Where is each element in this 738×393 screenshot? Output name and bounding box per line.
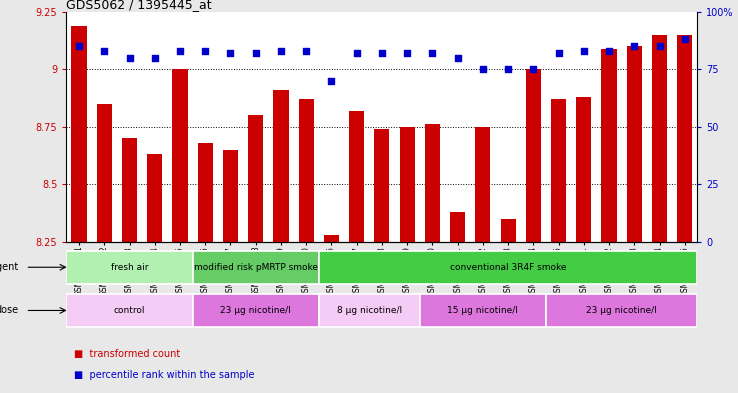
- Point: [275, 48, 287, 54]
- Bar: [223, 150, 238, 242]
- Bar: [324, 235, 339, 242]
- Bar: [425, 125, 440, 242]
- Text: control: control: [114, 306, 145, 315]
- Text: fresh air: fresh air: [111, 263, 148, 272]
- Point: [477, 66, 489, 72]
- Bar: [399, 127, 415, 242]
- Text: 8 μg nicotine/l: 8 μg nicotine/l: [337, 306, 402, 315]
- FancyBboxPatch shape: [193, 251, 319, 283]
- Bar: [450, 212, 465, 242]
- Text: ■  percentile rank within the sample: ■ percentile rank within the sample: [74, 370, 255, 380]
- Bar: [147, 154, 162, 242]
- Bar: [349, 111, 365, 242]
- FancyBboxPatch shape: [66, 251, 193, 283]
- Bar: [374, 129, 390, 242]
- Text: agent: agent: [0, 262, 19, 272]
- Bar: [173, 69, 187, 242]
- Text: 23 μg nicotine/l: 23 μg nicotine/l: [586, 306, 657, 315]
- Point: [300, 48, 312, 54]
- Text: ■  transformed count: ■ transformed count: [74, 349, 180, 359]
- Bar: [652, 35, 667, 242]
- Bar: [198, 143, 213, 242]
- Text: dose: dose: [0, 305, 19, 316]
- Point: [124, 55, 136, 61]
- Text: GDS5062 / 1395445_at: GDS5062 / 1395445_at: [66, 0, 212, 11]
- Bar: [677, 35, 692, 242]
- Point: [174, 48, 186, 54]
- FancyBboxPatch shape: [66, 294, 193, 327]
- FancyBboxPatch shape: [420, 294, 546, 327]
- Point: [351, 50, 362, 56]
- Bar: [72, 26, 86, 242]
- Point: [603, 48, 615, 54]
- Point: [376, 50, 388, 56]
- Point: [679, 36, 691, 42]
- Point: [528, 66, 539, 72]
- Text: 15 μg nicotine/l: 15 μg nicotine/l: [447, 306, 518, 315]
- FancyBboxPatch shape: [546, 294, 697, 327]
- Bar: [601, 49, 617, 242]
- FancyBboxPatch shape: [319, 251, 697, 283]
- Bar: [273, 90, 289, 242]
- Bar: [299, 99, 314, 242]
- FancyBboxPatch shape: [319, 294, 420, 327]
- Bar: [627, 46, 642, 242]
- Bar: [525, 69, 541, 242]
- Bar: [122, 138, 137, 242]
- Point: [629, 43, 641, 50]
- Point: [502, 66, 514, 72]
- Bar: [551, 99, 566, 242]
- Point: [427, 50, 438, 56]
- Point: [73, 43, 85, 50]
- Point: [553, 50, 565, 56]
- Text: conventional 3R4F smoke: conventional 3R4F smoke: [450, 263, 566, 272]
- Point: [654, 43, 666, 50]
- Bar: [97, 104, 112, 242]
- Point: [249, 50, 261, 56]
- Point: [401, 50, 413, 56]
- Point: [224, 50, 236, 56]
- Bar: [248, 115, 263, 242]
- Point: [199, 48, 211, 54]
- Text: modified risk pMRTP smoke: modified risk pMRTP smoke: [193, 263, 318, 272]
- Bar: [576, 97, 591, 242]
- Point: [98, 48, 110, 54]
- Point: [452, 55, 463, 61]
- Point: [578, 48, 590, 54]
- Bar: [475, 127, 491, 242]
- Text: 23 μg nicotine/l: 23 μg nicotine/l: [221, 306, 291, 315]
- FancyBboxPatch shape: [193, 294, 319, 327]
- Point: [149, 55, 161, 61]
- Point: [325, 78, 337, 84]
- Bar: [500, 219, 516, 242]
